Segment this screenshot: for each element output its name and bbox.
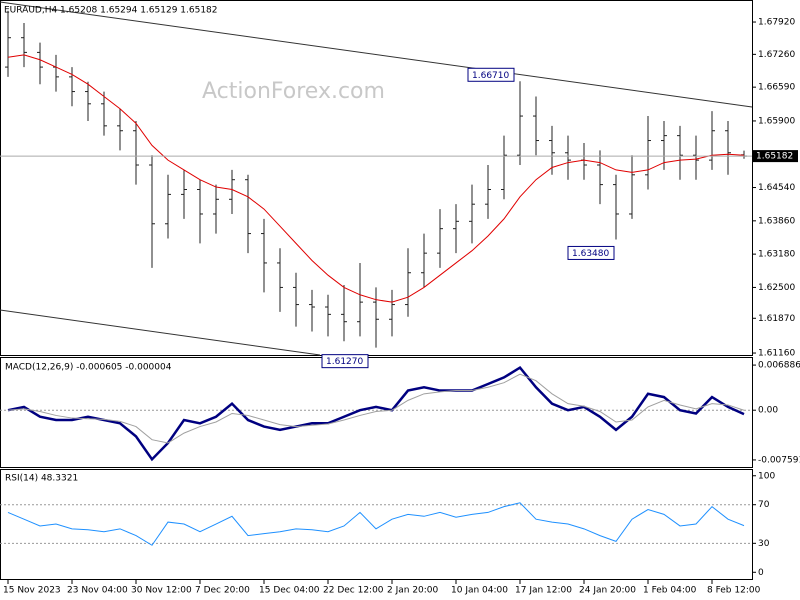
panel-title: RSI(14) 48.3321 [5, 474, 78, 484]
y-tick-label: 1.62500 [758, 283, 795, 293]
x-tick-label: 10 Jan 04:00 [451, 586, 508, 596]
x-tick-label: 8 Feb 12:00 [707, 586, 761, 596]
y-tick-label: 0.00 [758, 406, 778, 416]
annotation: 1.61270 [326, 357, 363, 367]
macd-panel-frame [0, 357, 753, 468]
y-tick-label: 1.61870 [758, 314, 795, 324]
channel-line-lower [0, 309, 321, 356]
x-tick-label: 2 Jan 20:00 [387, 586, 439, 596]
price-panel-frame [0, 0, 753, 356]
y-tick-label: 1.65900 [758, 116, 795, 126]
y-tick-label: 1.61160 [758, 349, 795, 359]
macd-line [7, 373, 745, 444]
x-tick-label: 15 Dec 04:00 [259, 586, 320, 596]
y-tick-label: 100 [758, 471, 775, 481]
current-price-box [752, 150, 798, 163]
x-tick-label: 24 Jan 20:00 [579, 586, 636, 596]
y-tick-label: 0.006886 [758, 361, 800, 371]
y-tick-label: 70 [758, 500, 770, 510]
annotation-box [467, 67, 515, 82]
panel-title: MACD(12,26,9) -0.000605 -0.000004 [5, 363, 172, 373]
x-tick-label: 15 Nov 2023 [3, 586, 61, 596]
moving-average [7, 54, 745, 303]
x-tick-label: 30 Nov 12:00 [131, 586, 192, 596]
y-tick-label: -0.007591 [758, 455, 800, 465]
chart-title: EURAUD,H4 1.65208 1.65294 1.65129 1.6518… [4, 6, 218, 16]
x-tick-label: 22 Dec 12:00 [323, 586, 384, 596]
x-tick-label: 17 Jan 12:00 [515, 586, 572, 596]
rsi-panel-frame [0, 469, 753, 580]
annotation: 1.66710 [472, 71, 509, 81]
y-tick-label: 1.63180 [758, 250, 795, 260]
y-tick-label: 1.67920 [758, 18, 795, 28]
rsi-line [7, 502, 745, 546]
y-tick-label: 1.67260 [758, 50, 795, 60]
y-tick-label: 1.66590 [758, 83, 795, 93]
annotation: 1.63480 [572, 249, 609, 259]
x-tick-label: 23 Nov 04:00 [67, 586, 128, 596]
current-price-label: 1.65182 [756, 152, 793, 162]
x-tick-label: 7 Dec 20:00 [195, 586, 250, 596]
annotation-box [567, 245, 615, 260]
x-tick-label: 1 Feb 04:00 [643, 586, 697, 596]
y-tick-label: 1.63860 [758, 216, 795, 226]
annotation-box [321, 354, 369, 369]
y-tick-label: 1.64540 [758, 183, 795, 193]
y-tick-label: 0 [758, 568, 764, 578]
watermark: ActionForex.com [202, 79, 385, 104]
channel-line-upper [0, 1, 753, 108]
y-tick-label: 30 [758, 539, 770, 549]
macd-line [7, 365, 745, 462]
